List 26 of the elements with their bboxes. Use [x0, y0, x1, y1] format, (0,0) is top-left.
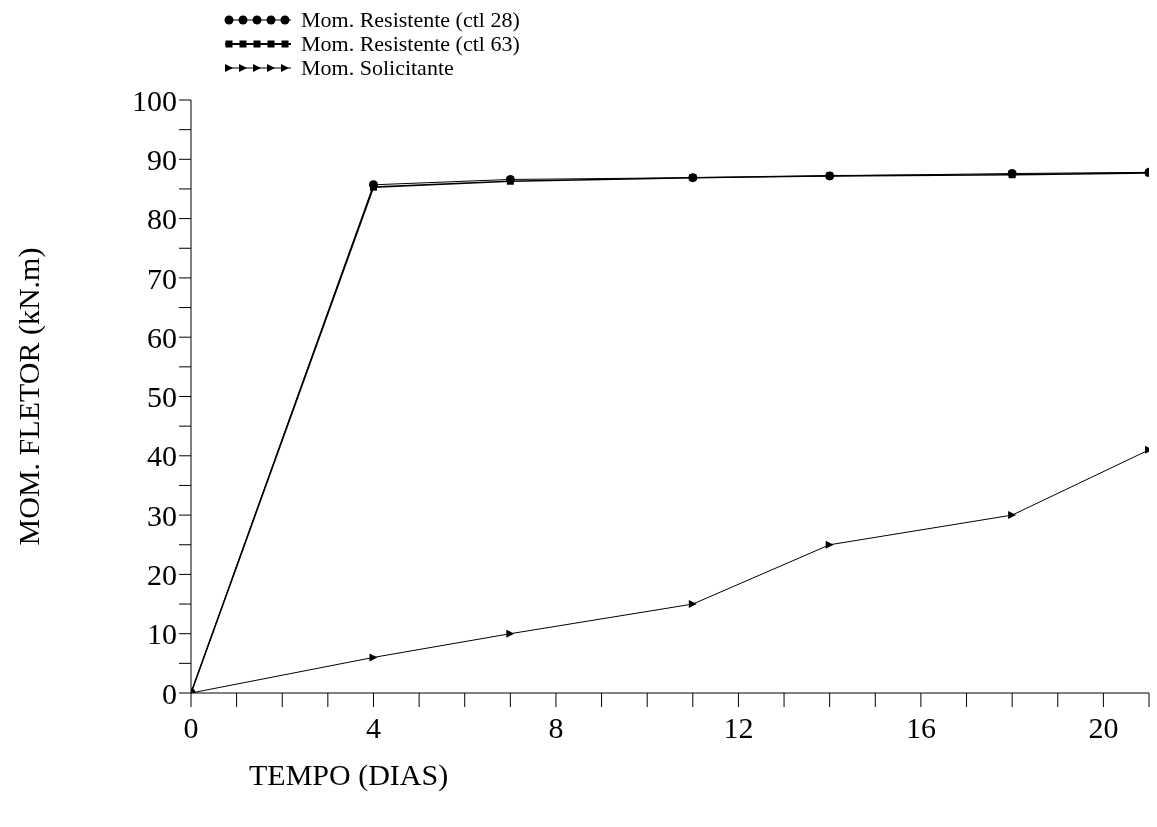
legend-label: Mom. Resistente (ctl 28) — [301, 7, 520, 32]
x-tick-label: 8 — [548, 711, 564, 745]
y-tick-label: 70 — [147, 261, 177, 295]
point — [1008, 511, 1017, 520]
y-tick-label: 20 — [147, 558, 177, 592]
legend-label: Mom. Solicitante — [301, 55, 454, 80]
y-tick-label: 80 — [147, 202, 177, 236]
x-tick-label: 0 — [183, 711, 199, 745]
y-tick-label: 50 — [147, 380, 177, 414]
y-tick-label: 0 — [162, 676, 177, 710]
point — [688, 600, 697, 609]
x-tick-label: 12 — [723, 711, 754, 745]
y-axis-title: MOM. FLETOR (kN.m) — [11, 247, 46, 546]
y-tick-label: 90 — [147, 142, 177, 176]
legend-label: Mom. Resistente (ctl 63) — [301, 31, 520, 56]
y-tick-label: 10 — [147, 617, 177, 651]
point — [369, 653, 378, 662]
point — [506, 629, 515, 638]
y-tick-label: 60 — [147, 320, 177, 354]
y-tick-label: 30 — [147, 498, 177, 532]
x-tick-label: 4 — [365, 711, 381, 745]
x-axis-title: TEMPO (DIAS) — [249, 758, 449, 792]
x-tick-label: 16 — [905, 711, 936, 745]
y-tick-label: 100 — [132, 83, 177, 117]
x-tick-label: 20 — [1088, 711, 1119, 745]
y-tick-label: 40 — [147, 439, 177, 473]
